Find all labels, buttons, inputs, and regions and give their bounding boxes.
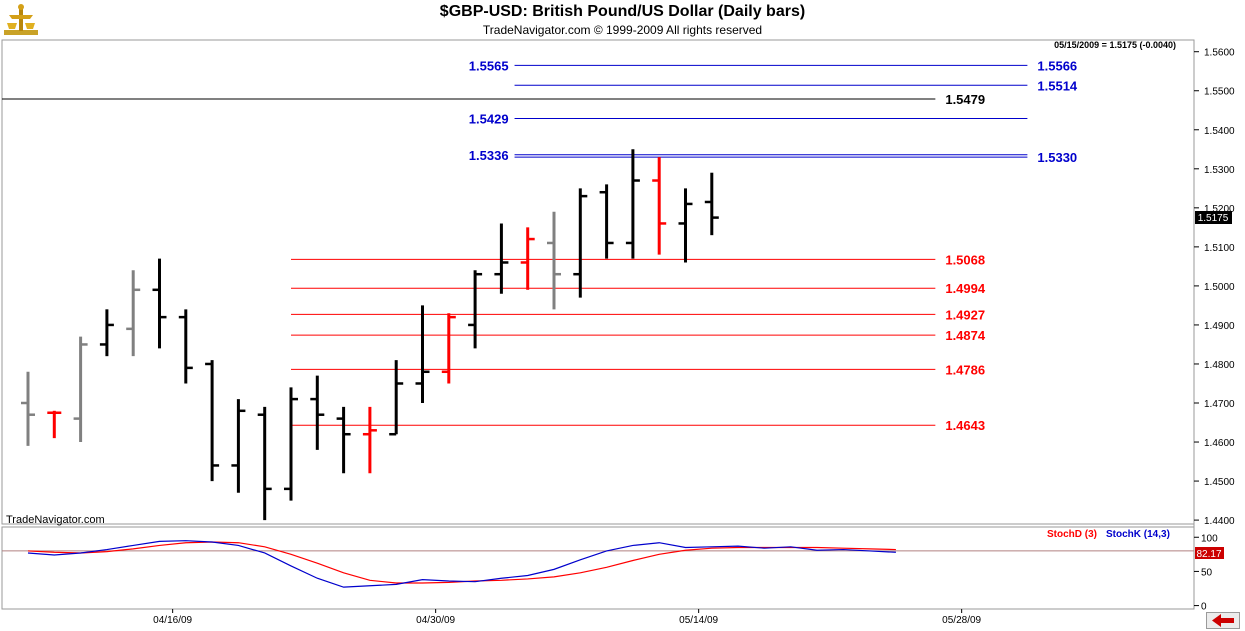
stoch-tick-label: 50 <box>1201 567 1213 578</box>
level-label-right: 1.4643 <box>945 418 985 433</box>
price-tick-label: 1.5600 <box>1204 48 1235 59</box>
ohlc-bar <box>415 305 430 403</box>
stoch-value-tag: 82.17 <box>1196 549 1221 560</box>
ohlc-bar <box>205 360 220 482</box>
ohlc-bar <box>99 309 114 357</box>
stoch-tick-label: 100 <box>1201 533 1218 544</box>
ohlc-bar <box>47 410 62 439</box>
stoch-k-legend: StochK (14,3) <box>1106 529 1170 540</box>
price-tick-label: 1.5100 <box>1204 243 1235 254</box>
price-tick-label: 1.5500 <box>1204 87 1235 98</box>
price-tick-label: 1.4400 <box>1204 516 1235 527</box>
level-label-right: 1.5479 <box>945 92 985 107</box>
level-label-left: 1.5336 <box>469 148 509 163</box>
level-label-right: 1.4874 <box>945 328 986 343</box>
price-panel-frame <box>1 39 1195 525</box>
ohlc-bar <box>126 270 141 357</box>
level-label-right: 1.5330 <box>1037 150 1077 165</box>
date-tick-label: 05/14/09 <box>679 615 718 626</box>
date-tick-label: 04/30/09 <box>416 615 455 626</box>
ohlc-bar <box>520 227 535 290</box>
ohlc-bar <box>310 375 325 450</box>
support-resistance-lines: 1.5565 1.5566 1.5514 1.5479 1.5429 1.5336 1.53… <box>2 58 1078 433</box>
price-tick-label: 1.5300 <box>1204 165 1235 176</box>
chart-title: $GBP-USD: British Pound/US Dollar (Daily… <box>439 3 806 20</box>
ohlc-bar <box>625 149 640 259</box>
date-axis: 04/16/09 04/30/09 05/14/09 05/28/09 <box>153 609 982 626</box>
scroll-left-arrow-icon[interactable] <box>1206 612 1240 629</box>
level-label-right: 1.4927 <box>945 307 985 322</box>
level-label-right: 1.5566 <box>1037 58 1077 73</box>
price-tick-label: 1.4900 <box>1204 321 1235 332</box>
ohlc-bar <box>704 172 719 236</box>
date-tick-label: 04/16/09 <box>153 615 192 626</box>
date-tick-label: 05/28/09 <box>942 615 981 626</box>
price-tick-label: 1.5000 <box>1204 282 1235 293</box>
ohlc-bar <box>73 336 88 443</box>
price-axis: 1.4400 1.4500 1.4600 1.4700 1.4800 1.4900 1.50… <box>1194 48 1235 527</box>
price-tick-label: 1.4800 <box>1204 360 1235 371</box>
ohlc-bar <box>21 371 35 446</box>
price-tick-label: 1.4700 <box>1204 399 1235 410</box>
stochastic-panel: 0 50 100 <box>2 533 1218 613</box>
ohlc-bar <box>599 184 614 259</box>
quote-readout: 05/15/2009 = 1.5175 (-0.0040) <box>1054 40 1176 50</box>
ohlc-bar <box>257 406 272 521</box>
ohlc-bar <box>231 399 246 493</box>
ohlc-bar <box>468 270 483 349</box>
ohlc-bar <box>678 188 693 263</box>
ohlc-bar <box>441 313 456 384</box>
ohlc-bar <box>389 360 404 436</box>
watermark: TradeNavigator.com <box>6 514 105 526</box>
ohlc-bar <box>547 211 561 310</box>
ohlc-bar <box>573 188 588 298</box>
stoch-k-line <box>27 540 896 588</box>
stoch-tick-label: 0 <box>1201 602 1207 613</box>
stoch-panel-frame <box>1 526 1195 610</box>
trade-navigator-logo <box>4 4 38 35</box>
level-label-right: 1.4786 <box>945 362 985 377</box>
price-tick-label: 1.4500 <box>1204 477 1235 488</box>
level-label-right: 1.5068 <box>945 252 985 267</box>
level-label-right: 1.4994 <box>945 281 986 296</box>
ohlc-bar <box>284 387 298 501</box>
ohlc-bar <box>652 157 667 255</box>
ohlc-bar <box>152 258 167 349</box>
chart-header: $GBP-USD: British Pound/US Dollar (Daily… <box>0 0 1245 40</box>
ohlc-bar <box>362 406 377 474</box>
ohlc-bar <box>336 406 351 474</box>
price-tick-label: 1.5400 <box>1204 126 1235 137</box>
copyright-notice: TradeNavigator.com © 1999-2009 All right… <box>482 23 763 37</box>
price-tick-label: 1.4600 <box>1204 438 1235 449</box>
price-tick-label: 1.5200 <box>1204 204 1235 215</box>
level-label-left: 1.5565 <box>469 58 509 73</box>
ohlc-bars <box>21 149 719 521</box>
last-price-tag-box <box>1195 211 1232 224</box>
level-label-left: 1.5429 <box>469 111 509 126</box>
last-price-tag: 1.5175 <box>1198 213 1229 224</box>
ohlc-bar <box>178 309 193 384</box>
level-label-right: 1.5514 <box>1037 78 1078 93</box>
stoch-value-tag-box <box>1195 547 1224 559</box>
ohlc-bar <box>494 223 509 294</box>
stoch-d-legend: StochD (3) <box>1047 529 1097 540</box>
